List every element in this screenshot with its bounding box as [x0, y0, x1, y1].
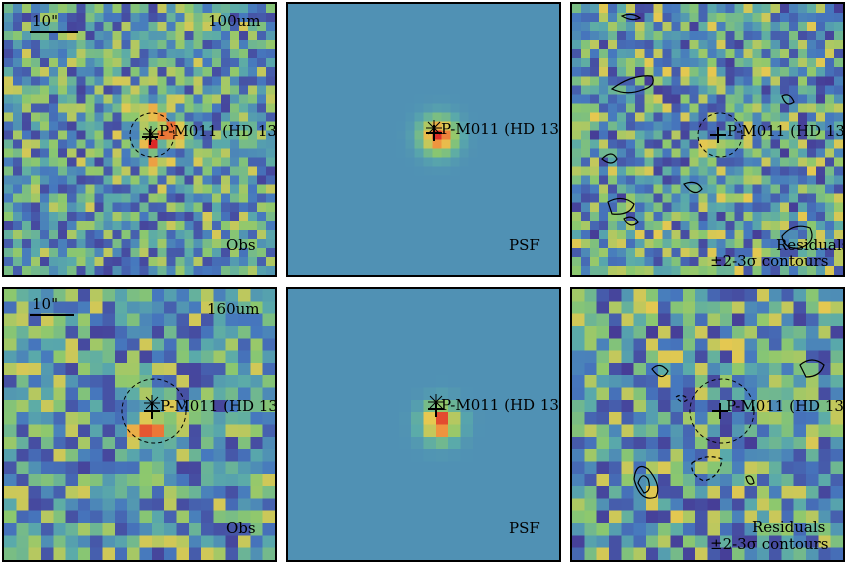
scale-bar-label: 10": [32, 295, 58, 313]
band-label: 100um: [208, 12, 261, 30]
psf-100um-overlay: [426, 120, 442, 141]
contour-icon: [781, 225, 813, 249]
psf-100um-panel: P-M011 (HD 132 PSF: [286, 2, 561, 277]
cross-marker-icon: [710, 127, 726, 143]
source-label: P-M011 (HD 132: [160, 397, 277, 415]
cross-marker-icon: [142, 129, 158, 145]
contour-icon: [637, 475, 650, 494]
residual-100um-overlay: [601, 13, 813, 249]
contour-icon: [675, 394, 689, 403]
aperture-circle-icon: [689, 378, 755, 444]
source-label: P-M011 (HD 132: [159, 122, 277, 140]
source-label: P-M011 (HD 132: [727, 122, 845, 140]
obs-160um-overlay: [30, 314, 187, 444]
residual-160um-image: [572, 289, 843, 560]
panel-caption: PSF: [509, 519, 540, 537]
contour-icon: [601, 153, 618, 164]
contour-icon: [623, 216, 639, 226]
obs-100um-image: [4, 4, 275, 275]
source-label: P-M011 (HD 132: [441, 120, 561, 138]
cross-marker-icon: [428, 401, 444, 417]
contour-icon: [607, 197, 635, 215]
cross-marker-icon: [426, 125, 442, 141]
residual-100um-panel: P-M011 (HD 132 Residuals ±2-3σ contours: [570, 2, 845, 277]
panel-caption-secondary: ±2-3σ contours: [710, 535, 829, 553]
obs-160um-image: [4, 289, 275, 560]
residual-160um-panel: P-M011 (HD 132 Residuals ±2-3σ contours: [570, 287, 845, 562]
aperture-circle-icon: [697, 112, 743, 158]
panel-caption: Residuals: [752, 518, 826, 536]
residual-160um-overlay: [633, 359, 825, 499]
obs-160um-panel: 10" 160um P-M011 (HD 132 Obs: [2, 287, 277, 562]
source-label: P-M011 (HD 132: [441, 396, 561, 414]
contour-icon: [691, 456, 723, 482]
contour-icon: [781, 94, 795, 105]
panel-caption: PSF: [509, 236, 540, 254]
residual-100um-image: [572, 4, 843, 275]
panel-caption: Residuals: [776, 236, 845, 254]
contour-icon: [745, 475, 755, 485]
contour-icon: [620, 13, 642, 21]
psf-160um-overlay: [428, 394, 444, 417]
source-label: P-M011 (HD 132: [726, 397, 845, 415]
psf-160um-image: [288, 289, 559, 560]
obs-100um-overlay: [30, 31, 175, 158]
band-label: 160um: [207, 300, 260, 318]
contour-icon: [799, 359, 825, 378]
aperture-circle-icon: [129, 112, 175, 158]
obs-100um-panel: 10" 100um P-M011 (HD 132 Obs: [2, 2, 277, 277]
psf-100um-image: [288, 4, 559, 275]
contour-icon: [651, 364, 669, 378]
contour-icon: [683, 181, 703, 194]
panel-caption: Obs: [226, 519, 256, 537]
panel-caption: Obs: [226, 236, 256, 254]
cross-marker-icon: [712, 403, 728, 419]
contour-icon: [610, 75, 654, 94]
cross-marker-icon: [144, 403, 160, 419]
panel-caption-secondary: ±2-3σ contours: [710, 252, 829, 270]
contour-icon: [633, 466, 659, 499]
psf-160um-panel: P-M011 (HD 132 PSF: [286, 287, 561, 562]
aperture-circle-icon: [121, 378, 187, 444]
scale-bar-label: 10": [32, 12, 58, 30]
